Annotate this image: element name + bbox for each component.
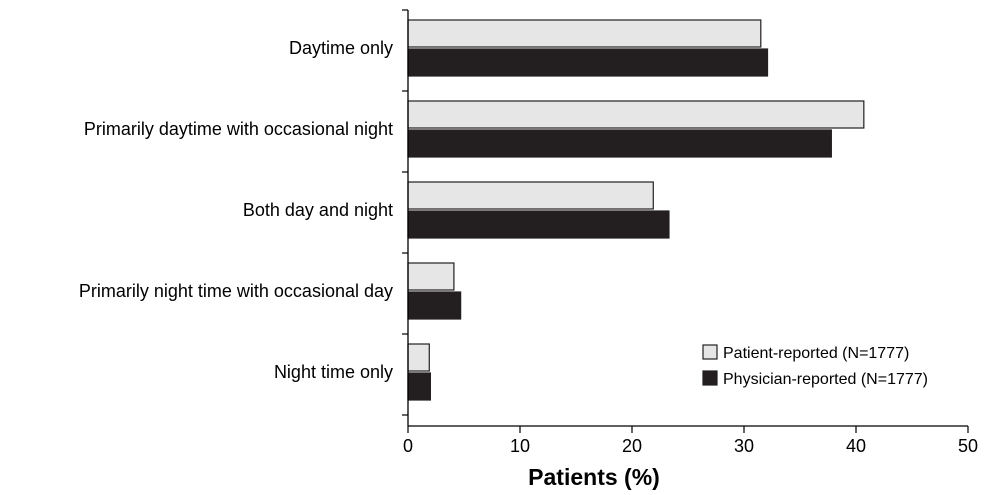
x-ticks: 0 10 20 30 40 50	[403, 426, 978, 456]
category-label-3: Primarily night time with occasional day	[79, 281, 393, 301]
bar-patient-4	[407, 343, 430, 372]
bar-patient-0	[407, 19, 762, 48]
x-tick-label-0: 0	[403, 436, 413, 456]
legend-label-0: Patient-reported (N=1777)	[723, 345, 909, 362]
category-label-4: Night time only	[274, 362, 393, 382]
category-label-2: Both day and night	[243, 200, 393, 220]
category-label-0: Daytime only	[289, 38, 393, 58]
legend-label-1: Physician-reported (N=1777)	[723, 371, 928, 388]
x-tick-label-1: 10	[510, 436, 530, 456]
legend: Patient-reported (N=1777) Physician-repor…	[702, 344, 928, 388]
legend-swatch-1	[702, 370, 718, 386]
bars-group	[407, 19, 865, 401]
category-label-1: Primarily daytime with occasional night	[84, 119, 393, 139]
x-tick-label-5: 50	[958, 436, 978, 456]
bar-physician-3	[407, 291, 462, 320]
bar-patient-1	[407, 100, 865, 129]
x-tick-label-4: 40	[846, 436, 866, 456]
bar-physician-1	[407, 129, 832, 158]
bar-physician-2	[407, 210, 670, 239]
axes	[402, 9, 968, 427]
bar-patient-3	[407, 262, 455, 291]
x-tick-label-2: 20	[622, 436, 642, 456]
bar-physician-4	[407, 372, 431, 401]
legend-swatch-0	[702, 344, 718, 360]
bar-physician-0	[407, 48, 769, 77]
category-labels: Daytime only Primarily daytime with occas…	[79, 38, 393, 382]
bar-patient-2	[407, 181, 654, 210]
x-axis-title: Patients (%)	[528, 464, 660, 490]
x-tick-label-3: 30	[734, 436, 754, 456]
